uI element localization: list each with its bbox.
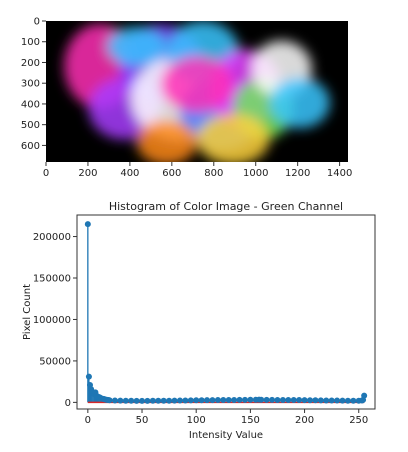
image-x-tick-label: 400 xyxy=(120,168,139,179)
histogram-marker xyxy=(344,397,351,404)
histogram-marker xyxy=(85,373,92,380)
histogram-x-ticks: 0 50 100 150 200 250 xyxy=(85,409,368,426)
histogram-marker xyxy=(312,397,319,404)
histogram-marker xyxy=(122,397,129,404)
histogram-marker xyxy=(317,397,324,404)
histogram-marker xyxy=(350,397,357,404)
histogram-marker xyxy=(204,397,211,404)
histogram-x-tick-label: 150 xyxy=(241,415,260,426)
histogram-marker xyxy=(290,397,297,404)
histogram-marker xyxy=(296,397,303,404)
histogram-marker xyxy=(334,397,341,404)
image-x-tick-label: 1000 xyxy=(243,168,268,179)
histogram-marker xyxy=(155,397,162,404)
histogram-marker xyxy=(182,397,189,404)
histogram-marker xyxy=(328,397,335,404)
image-y-tick-label: 500 xyxy=(21,120,40,131)
histogram-title: Histogram of Color Image - Green Channel xyxy=(109,200,343,213)
image-y-ticks: 0 100 200 300 400 500 600 xyxy=(21,17,46,152)
paint-blobs xyxy=(64,21,330,162)
histogram-marker xyxy=(149,397,156,404)
histogram-marker xyxy=(301,397,308,404)
histogram-marker xyxy=(231,396,238,403)
histogram-plot-area xyxy=(76,214,376,410)
histogram-x-tick-label: 250 xyxy=(349,415,368,426)
histogram-markers xyxy=(84,221,368,404)
histogram-marker xyxy=(160,397,167,404)
histogram-x-axis-label: Intensity Value xyxy=(189,430,263,441)
histogram-marker xyxy=(117,397,124,404)
image-panel: 0 200 400 600 800 1000 1200 1400 0 100 200 300 400 5… xyxy=(21,17,352,180)
image-x-tick-label: 800 xyxy=(204,168,223,179)
histogram-marker xyxy=(323,397,330,404)
histogram-panel: Histogram of Color Image - Green Channel… xyxy=(22,200,376,441)
image-plot xyxy=(46,21,348,162)
histogram-marker xyxy=(176,397,183,404)
histogram-y-tick-label: 100000 xyxy=(33,315,71,326)
histogram-marker xyxy=(166,397,173,404)
histogram-marker xyxy=(198,397,205,404)
paint-blob xyxy=(160,56,234,113)
paint-blob xyxy=(136,119,197,162)
histogram-marker xyxy=(111,397,118,404)
histogram-x-tick-label: 50 xyxy=(136,415,149,426)
image-y-tick-label: 0 xyxy=(34,17,40,28)
histogram-x-tick-label: 200 xyxy=(295,415,314,426)
paint-blob xyxy=(106,26,167,67)
histogram-y-ticks: 0 50000 100000 150000 200000 xyxy=(33,232,77,409)
histogram-marker xyxy=(306,397,313,404)
histogram-marker xyxy=(236,396,243,403)
histogram-y-tick-label: 150000 xyxy=(33,274,71,285)
histogram-stems xyxy=(87,224,365,403)
histogram-marker xyxy=(361,392,368,399)
histogram-marker xyxy=(241,396,248,403)
histogram-marker xyxy=(269,396,276,403)
histogram-marker xyxy=(144,397,151,404)
image-y-tick-label: 200 xyxy=(21,58,40,69)
histogram-marker xyxy=(263,396,270,403)
histogram-marker xyxy=(106,397,113,404)
histogram-marker xyxy=(133,397,140,404)
image-x-tick-label: 1200 xyxy=(285,168,310,179)
image-x-tick-label: 200 xyxy=(78,168,97,179)
histogram-marker xyxy=(139,397,146,404)
image-x-ticks: 0 200 400 600 800 1000 1200 1400 xyxy=(43,162,352,179)
histogram-marker xyxy=(258,396,265,403)
histogram-y-axis-label: Pixel Count xyxy=(22,284,33,340)
histogram-marker xyxy=(193,397,200,404)
histogram-marker xyxy=(225,396,232,403)
image-y-tick-label: 300 xyxy=(21,79,40,90)
image-y-tick-label: 100 xyxy=(21,37,40,48)
histogram-marker xyxy=(247,396,254,403)
histogram-marker xyxy=(171,397,178,404)
histogram-marker xyxy=(285,396,292,403)
paint-blob xyxy=(269,77,330,129)
image-x-tick-label: 1400 xyxy=(327,168,352,179)
histogram-marker xyxy=(214,397,221,404)
histogram-y-tick-label: 200000 xyxy=(33,232,71,243)
image-x-tick-label: 0 xyxy=(43,168,49,179)
image-y-tick-label: 400 xyxy=(21,99,40,110)
histogram-y-tick-label: 50000 xyxy=(39,356,71,367)
histogram-marker xyxy=(220,397,227,404)
histogram-marker xyxy=(84,221,91,228)
histogram-x-tick-label: 0 xyxy=(85,415,91,426)
histogram-x-tick-label: 100 xyxy=(187,415,206,426)
histogram-marker xyxy=(187,397,194,404)
image-y-tick-label: 600 xyxy=(21,141,40,152)
histogram-y-tick-label: 0 xyxy=(65,398,71,409)
histogram-marker xyxy=(279,396,286,403)
histogram-marker xyxy=(128,397,135,404)
histogram-marker xyxy=(209,397,216,404)
paint-blob xyxy=(197,114,270,162)
image-x-tick-label: 600 xyxy=(162,168,181,179)
histogram-marker xyxy=(274,396,281,403)
histogram-marker xyxy=(339,397,346,404)
